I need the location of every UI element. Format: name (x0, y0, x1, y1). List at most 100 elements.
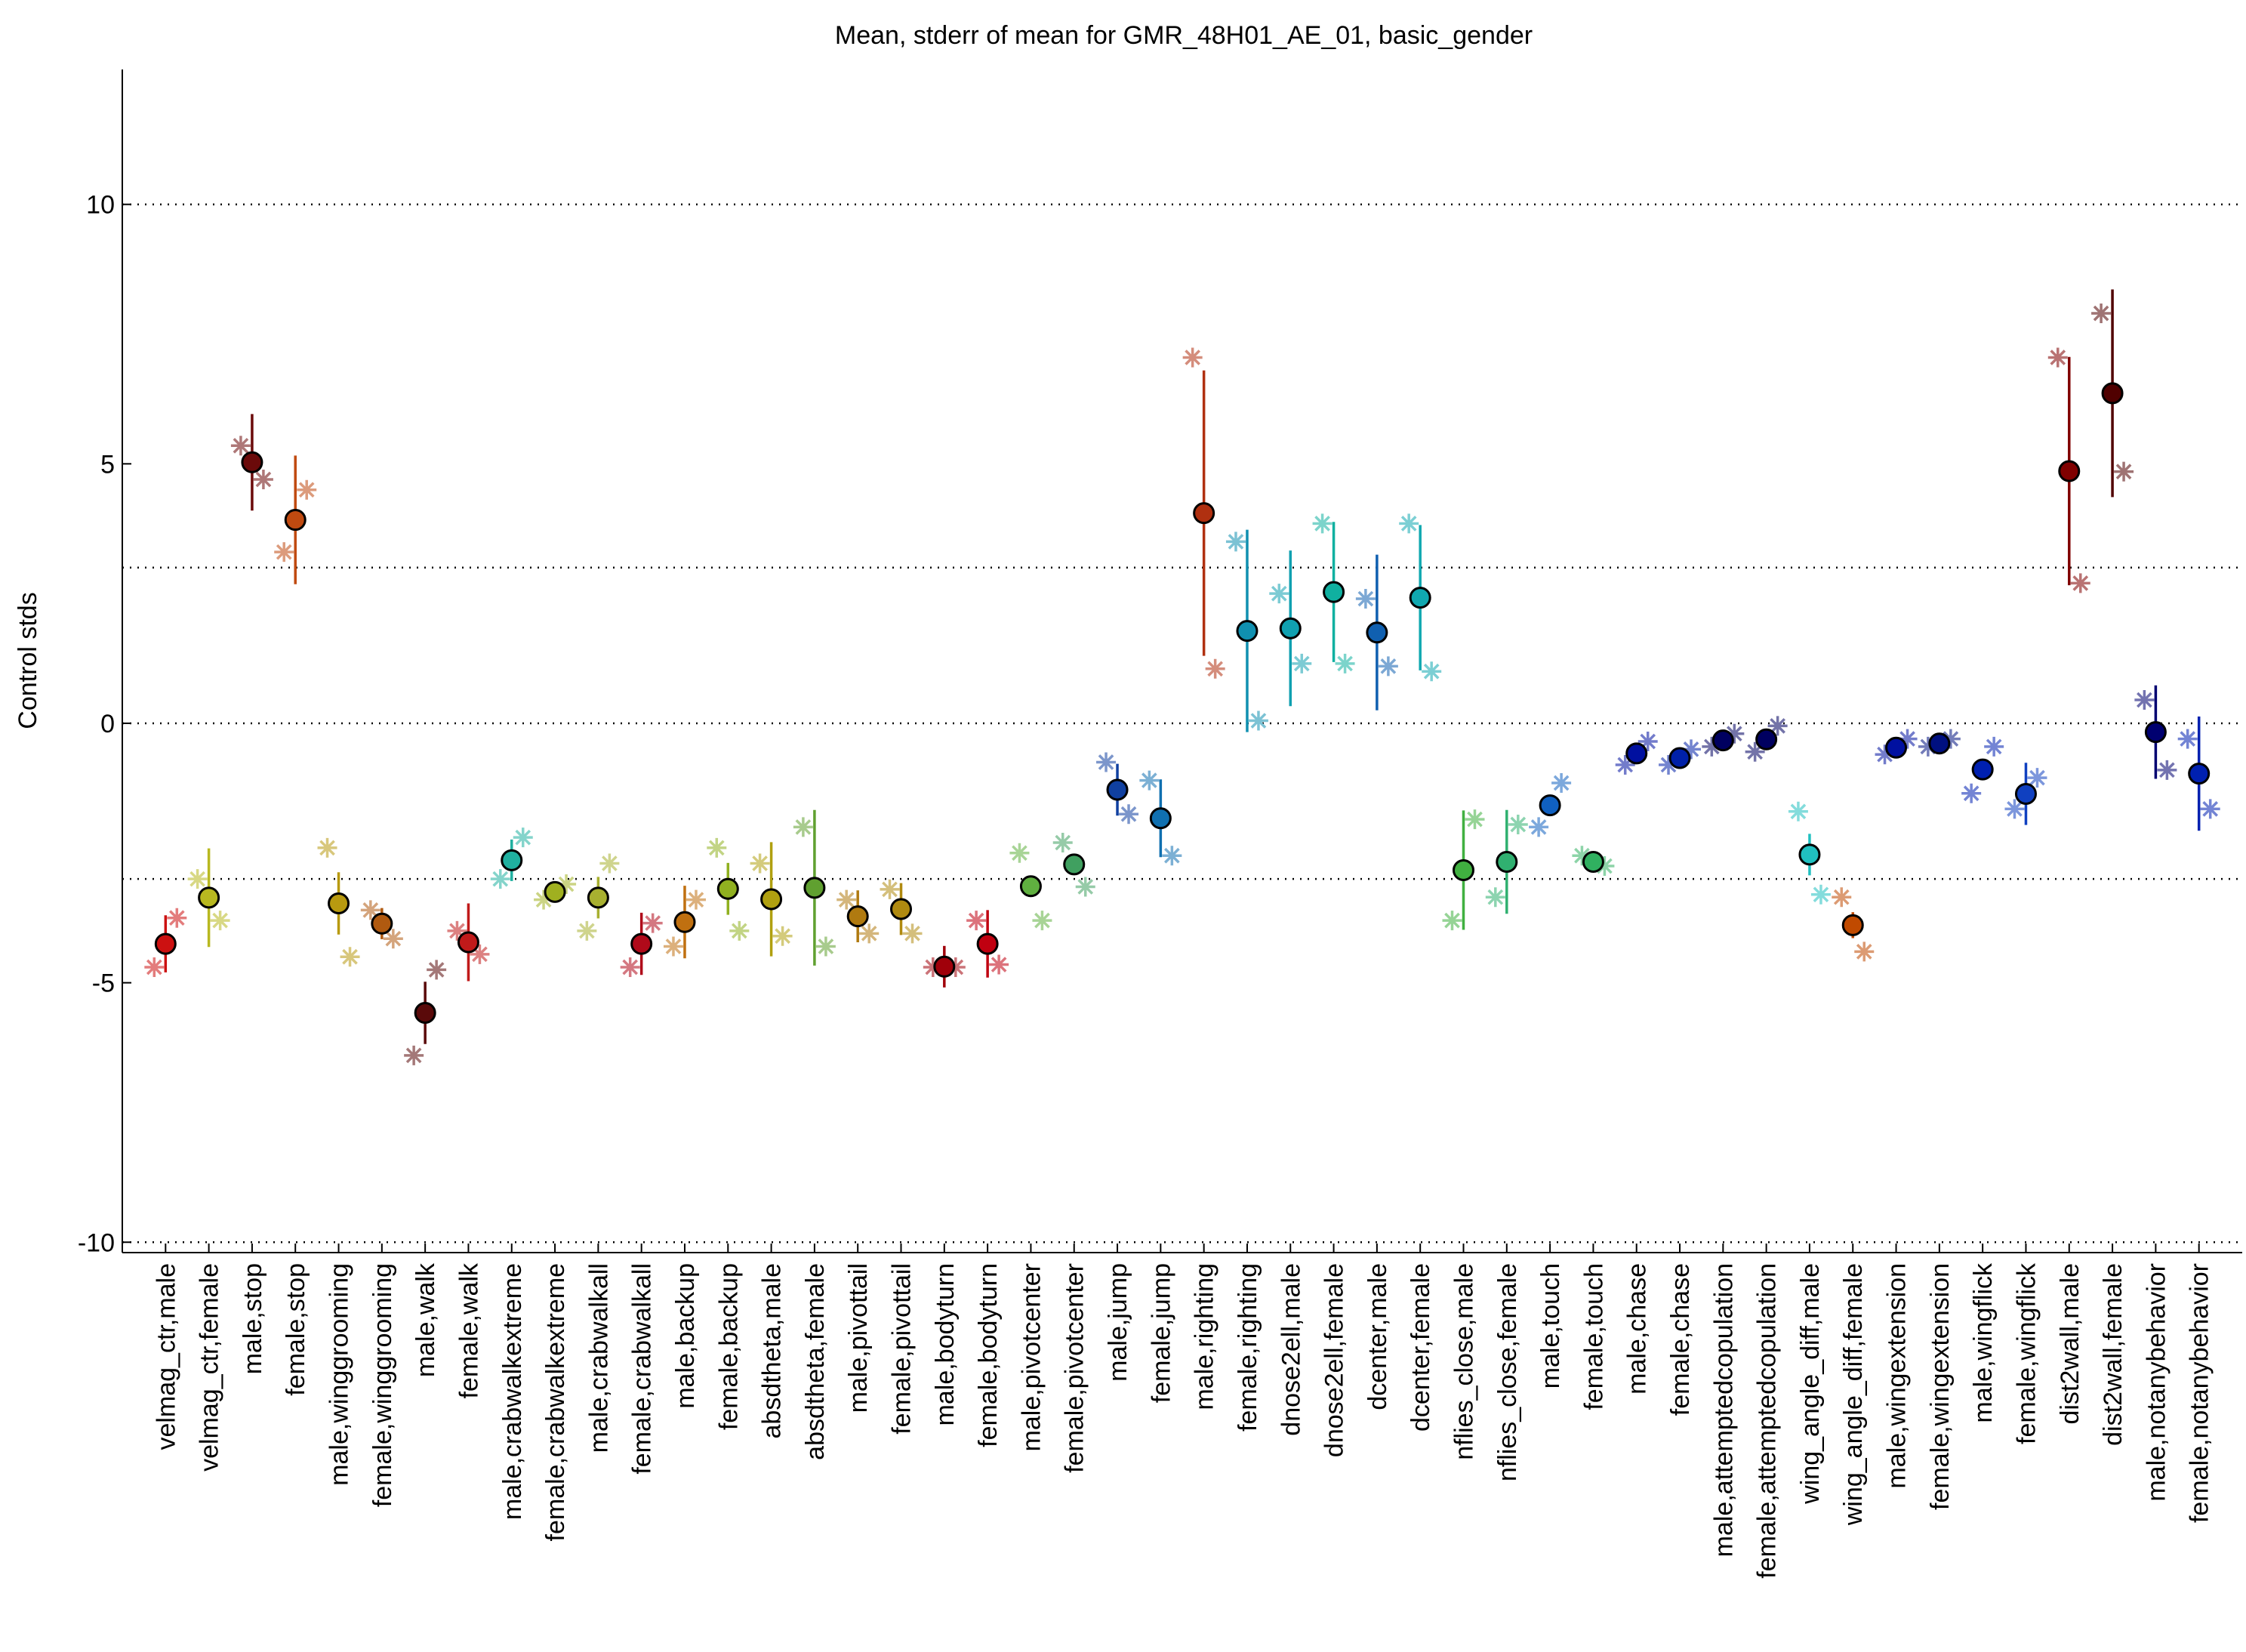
x-tick-label: dist2wall,male (2056, 1263, 2084, 1425)
mean-marker (2188, 763, 2211, 785)
subgroup-marker (793, 817, 813, 837)
subgroup-marker (2027, 768, 2047, 788)
mean-marker (241, 451, 263, 473)
subgroup-marker (1572, 846, 1592, 866)
subgroup-marker (1248, 710, 1268, 731)
subgroup-marker (470, 944, 490, 964)
mean-marker (1452, 858, 1474, 881)
subgroup-marker (772, 926, 793, 946)
x-tick-label: wing_angle_diff,female (1839, 1263, 1868, 1526)
mean-marker (846, 905, 869, 928)
x-tick-label: absdtheta,male (758, 1263, 787, 1439)
x-tick-label: velmag_ctr,female (196, 1263, 224, 1472)
subgroup-marker (599, 853, 620, 874)
mean-marker (544, 880, 566, 903)
mean-marker (414, 1001, 436, 1024)
subgroup-marker (2200, 799, 2220, 819)
mean-marker (328, 892, 350, 914)
subgroup-marker (1529, 817, 1549, 837)
mean-marker (673, 911, 696, 933)
x-tick-label: female,righting (1234, 1263, 1262, 1432)
mean-marker (1928, 732, 1951, 755)
mean-marker (976, 932, 999, 955)
x-tick-label: female,wingextension (1926, 1263, 1955, 1510)
subgroup-marker (317, 837, 337, 858)
x-tick-label: male,wingextension (1883, 1263, 1912, 1489)
x-tick-label: female,pivotcenter (1061, 1263, 1089, 1473)
x-tick-label: female,wingflick (2012, 1262, 2041, 1444)
subgroup-marker (577, 920, 597, 941)
mean-marker (1236, 620, 1259, 643)
x-tick-label: dcenter,male (1363, 1263, 1392, 1410)
x-tick-label: female,touch (1579, 1263, 1608, 1410)
x-tick-label: female,notanybehavior (2186, 1263, 2214, 1523)
mean-marker (1668, 747, 1691, 769)
subgroup-marker (1355, 589, 1376, 609)
subgroup-marker (1335, 653, 1355, 673)
subgroup-marker (1594, 855, 1615, 876)
subgroup-marker (1788, 801, 1808, 821)
x-tick-label: male,crabwalkextreme (498, 1263, 527, 1520)
y-tick-label: 10 (86, 191, 115, 220)
mean-marker (2144, 721, 2167, 744)
x-tick-label: absdtheta,female (801, 1263, 830, 1460)
mean-marker (1279, 617, 1302, 640)
subgroup-marker (1399, 513, 1419, 534)
x-tick-label: female,attemptedcopulation (1753, 1263, 1782, 1579)
x-tick-label: male,backup (671, 1263, 700, 1409)
x-tick-label: female,jump (1147, 1263, 1175, 1403)
mean-marker (1582, 850, 1604, 873)
subgroup-marker (1052, 833, 1073, 853)
subgroup-marker (1810, 884, 1831, 905)
subgroup-marker (1269, 584, 1289, 604)
subgroup-marker (1875, 744, 1895, 765)
subgroup-marker (1182, 347, 1203, 368)
subgroup-marker (1225, 532, 1246, 552)
subgroup-marker (1897, 729, 1918, 749)
subgroup-marker (2091, 304, 2112, 324)
mean-marker (284, 509, 307, 532)
mean-marker (1841, 914, 1864, 936)
subgroup-marker (1551, 773, 1572, 794)
y-axis-label: Control stds (14, 592, 42, 729)
subgroup-marker (707, 837, 727, 858)
subgroup-marker (513, 828, 533, 848)
subgroup-marker (1508, 814, 1528, 834)
mean-marker (1019, 875, 1042, 898)
subgroup-marker (1615, 754, 1635, 775)
x-tick-label: male,attemptedcopulation (1709, 1263, 1738, 1557)
subgroup-marker (989, 954, 1009, 975)
mean-marker (760, 888, 783, 911)
x-tick-label: female,walk (454, 1262, 483, 1399)
x-tick-label: male,bodyturn (931, 1263, 960, 1425)
subgroup-marker (253, 469, 273, 489)
subgroup-marker (1832, 887, 1852, 908)
subgroup-marker (1075, 877, 1095, 897)
subgroup-marker (1681, 739, 1702, 760)
subgroup-marker (2114, 461, 2134, 482)
mean-marker (630, 932, 653, 955)
x-tick-label: dnose2ell,male (1277, 1263, 1305, 1436)
x-tick-label: dnose2ell,female (1320, 1263, 1349, 1457)
subgroup-marker (1724, 723, 1745, 744)
subgroup-marker (230, 436, 251, 456)
mean-marker (1539, 794, 1561, 817)
x-tick-label: male,righting (1191, 1263, 1219, 1410)
subgroup-marker (1312, 513, 1333, 534)
mean-marker (2014, 782, 2037, 805)
mean-marker (198, 886, 220, 909)
subgroup-marker (1096, 752, 1117, 772)
subgroup-marker (1465, 809, 1485, 830)
x-tick-label: female,stop (282, 1263, 310, 1396)
x-tick-label: female,pivottail (888, 1263, 917, 1435)
subgroup-marker (2177, 729, 2198, 749)
subgroup-marker (2047, 347, 2068, 368)
mean-marker (933, 955, 956, 978)
x-tick-label: male,walk (411, 1262, 440, 1377)
x-tick-label: velmag_ctr,male (152, 1263, 180, 1450)
subgroup-marker (210, 911, 230, 931)
subgroup-marker (534, 889, 554, 910)
subgroup-marker (144, 957, 165, 977)
subgroup-marker (902, 923, 923, 944)
subgroup-marker (1032, 911, 1052, 931)
